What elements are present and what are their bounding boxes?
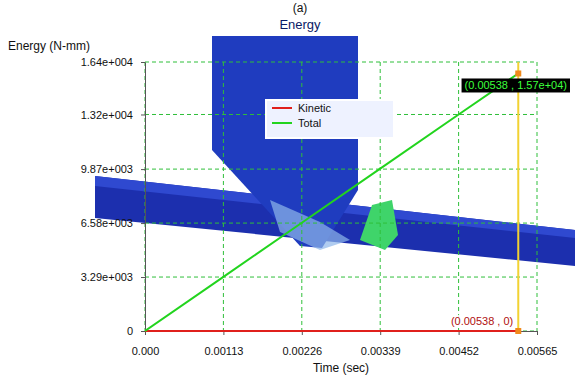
grid-line-y: [145, 331, 537, 332]
tick: 0.00113: [204, 331, 243, 357]
annotation: (0.00538 , 0): [449, 315, 515, 327]
tick-label: 6.58e+003: [81, 217, 133, 229]
tick: 1.64e+004: [81, 56, 145, 68]
legend-swatch: [272, 122, 292, 124]
tick-label: 0.00339: [361, 345, 401, 357]
tick-mark: [141, 277, 145, 278]
axis-line: [145, 63, 146, 332]
grid-line-x: [145, 62, 146, 331]
tick: 9.87e+003: [81, 163, 145, 175]
series-line: [145, 330, 518, 332]
chart: 0.000 0.00113 0.00226 0.00339 0.00452 0.00565…: [0, 0, 575, 385]
tick-label: 0.00452: [439, 345, 479, 357]
cursor-marker: [515, 70, 521, 76]
legend-label: Total: [298, 117, 321, 129]
axis-line: [146, 331, 538, 332]
tick-mark: [141, 331, 145, 332]
y-axis-title: Energy (N-mm): [8, 39, 90, 53]
grid-line-x: [458, 62, 459, 331]
annotation-box: [462, 78, 570, 92]
tick-label: 1.32e+004: [81, 109, 133, 121]
legend: Kinetic Total: [266, 100, 394, 138]
legend-label: Kinetic: [298, 102, 332, 114]
tick-label: 0.00565: [518, 345, 558, 357]
tick-mark: [141, 223, 145, 224]
tick-mark: [141, 169, 145, 170]
legend-swatch: [272, 107, 292, 109]
grid: [145, 62, 537, 331]
tick: 0: [127, 325, 145, 337]
grid-line-x: [537, 62, 538, 331]
plot-area: [145, 62, 518, 331]
cursor-marker: [515, 328, 521, 334]
chip: [360, 200, 398, 250]
x-axis: 0.000 0.00113 0.00226 0.00339 0.00452 0.00565: [132, 331, 558, 357]
grid-line-y: [145, 277, 537, 278]
tick: 0.00226: [282, 331, 322, 357]
tick-label: 0: [127, 325, 133, 337]
annotation: (0.00538 , 1.57e+04): [462, 78, 570, 92]
tick-label: 0.00113: [204, 345, 243, 357]
cursor-line: [517, 62, 519, 331]
legend-box: [266, 100, 394, 138]
tick-label: 3.29e+003: [81, 271, 133, 283]
grid-line-y: [145, 169, 537, 170]
annotation-text: (0.00538 , 1.57e+04): [465, 79, 567, 91]
tick: 0.00565: [518, 331, 558, 357]
tick: 0.000: [132, 331, 160, 357]
title: Energy: [279, 17, 321, 32]
annotation-box: [449, 315, 515, 327]
scene: [95, 36, 575, 266]
y-axis: 0 3.29e+003 6.58e+003 9.87e+003 1.32e+004 1.6…: [81, 56, 146, 337]
tick: 0.00339: [361, 331, 401, 357]
series-line: [145, 73, 518, 331]
deformation: [270, 200, 350, 250]
tick-label: 1.64e+004: [81, 56, 133, 68]
tick: 6.58e+003: [81, 217, 145, 229]
x-axis-title: Time (sec): [313, 361, 369, 375]
tick-mark: [141, 62, 145, 63]
tick: 3.29e+003: [81, 271, 145, 283]
tick-label: 9.87e+003: [81, 163, 133, 175]
tick: 0.00452: [439, 331, 479, 357]
tick-mark: [537, 331, 538, 335]
grid-line-y: [145, 62, 537, 63]
grid-line-y: [145, 223, 537, 224]
tick: 1.32e+004: [81, 109, 145, 121]
panel-label: (a): [293, 1, 308, 15]
grid-line-x: [223, 62, 224, 331]
tick-label: 0.00226: [282, 345, 322, 357]
tick-label: 0.000: [132, 345, 160, 357]
annotation-text: (0.00538 , 0): [451, 315, 513, 327]
tick-mark: [141, 114, 145, 115]
